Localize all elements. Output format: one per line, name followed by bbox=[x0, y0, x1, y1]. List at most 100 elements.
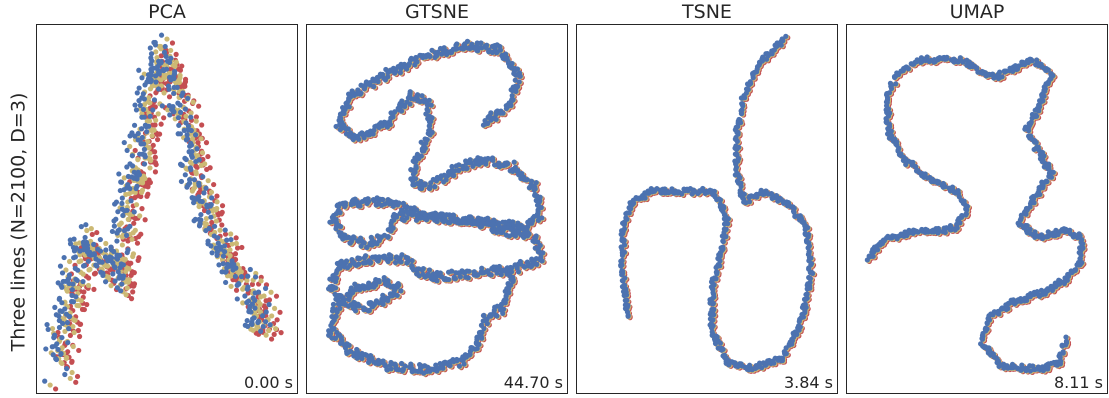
panel-title: PCA bbox=[148, 1, 186, 23]
data-point bbox=[486, 49, 492, 55]
data-point bbox=[454, 216, 460, 222]
data-point bbox=[139, 206, 145, 212]
data-point bbox=[158, 32, 165, 38]
data-point bbox=[520, 226, 526, 232]
data-point bbox=[166, 86, 172, 92]
data-point bbox=[227, 252, 233, 259]
data-point bbox=[152, 154, 158, 160]
data-point bbox=[119, 281, 125, 287]
data-point bbox=[134, 90, 140, 96]
data-point bbox=[374, 202, 380, 208]
data-point bbox=[130, 251, 137, 257]
data-point bbox=[214, 252, 220, 259]
data-point bbox=[115, 269, 121, 275]
data-point bbox=[244, 317, 250, 324]
data-point bbox=[369, 254, 376, 260]
data-point bbox=[136, 172, 143, 178]
data-point bbox=[69, 286, 75, 293]
data-point bbox=[75, 327, 81, 334]
data-point bbox=[188, 167, 194, 173]
data-point bbox=[153, 90, 159, 96]
data-point bbox=[137, 151, 143, 157]
data-point bbox=[165, 107, 171, 113]
data-point bbox=[194, 164, 200, 171]
data-point bbox=[140, 91, 146, 97]
data-point bbox=[73, 276, 79, 282]
data-point bbox=[405, 255, 411, 261]
data-point bbox=[58, 360, 64, 366]
data-point bbox=[505, 58, 511, 64]
data-point bbox=[86, 275, 92, 281]
data-point bbox=[131, 122, 138, 128]
data-point bbox=[489, 43, 496, 49]
data-point bbox=[414, 271, 420, 277]
data-point bbox=[262, 319, 269, 325]
data-point bbox=[223, 268, 229, 275]
data-point bbox=[277, 309, 283, 315]
data-point bbox=[91, 286, 97, 292]
data-point bbox=[57, 308, 63, 314]
data-point bbox=[125, 181, 131, 188]
data-point bbox=[55, 346, 61, 353]
data-point bbox=[80, 278, 86, 285]
data-point bbox=[262, 285, 269, 291]
data-point bbox=[123, 292, 129, 298]
data-point bbox=[347, 240, 353, 246]
data-point bbox=[374, 74, 380, 81]
data-point bbox=[222, 249, 228, 255]
data-point bbox=[471, 269, 477, 275]
data-point bbox=[271, 331, 277, 337]
data-point bbox=[143, 124, 149, 130]
data-point bbox=[242, 293, 248, 299]
data-point bbox=[209, 208, 216, 214]
series-points bbox=[53, 40, 284, 392]
data-point bbox=[147, 113, 153, 119]
data-point bbox=[526, 220, 532, 226]
data-point bbox=[408, 167, 414, 173]
data-point bbox=[107, 254, 113, 260]
data-point bbox=[63, 286, 70, 293]
data-point bbox=[430, 211, 436, 217]
data-point bbox=[64, 320, 71, 326]
data-point bbox=[71, 236, 77, 242]
data-point bbox=[467, 157, 473, 163]
data-point bbox=[114, 238, 120, 244]
data-point bbox=[432, 183, 438, 190]
data-point bbox=[266, 327, 272, 334]
data-point bbox=[103, 240, 109, 247]
data-point bbox=[225, 261, 231, 267]
data-point bbox=[85, 258, 92, 264]
data-point bbox=[409, 257, 415, 264]
data-point bbox=[209, 219, 215, 226]
data-point bbox=[168, 55, 174, 61]
data-point bbox=[221, 243, 228, 249]
data-point bbox=[249, 319, 255, 325]
data-point bbox=[273, 326, 279, 332]
data-point bbox=[483, 121, 489, 127]
data-point bbox=[82, 234, 88, 241]
data-point bbox=[205, 178, 211, 184]
data-point bbox=[278, 330, 284, 336]
data-point bbox=[111, 223, 117, 229]
data-point bbox=[396, 200, 402, 206]
data-point bbox=[489, 155, 496, 161]
data-point bbox=[179, 162, 185, 168]
data-point bbox=[450, 172, 456, 178]
data-point bbox=[263, 332, 269, 338]
data-point bbox=[407, 101, 413, 107]
data-point bbox=[390, 114, 396, 120]
data-point bbox=[185, 95, 191, 101]
data-point bbox=[268, 289, 274, 295]
data-point bbox=[120, 212, 126, 219]
data-point bbox=[147, 156, 153, 162]
data-point bbox=[152, 42, 159, 48]
data-point bbox=[97, 236, 103, 243]
data-point bbox=[535, 202, 541, 208]
data-point bbox=[436, 214, 442, 220]
data-point bbox=[70, 281, 76, 287]
data-point bbox=[506, 233, 513, 239]
data-point bbox=[88, 226, 94, 232]
data-point bbox=[138, 231, 144, 237]
data-point bbox=[124, 285, 130, 291]
panel-gtsne: GTSNE 44.70 s bbox=[306, 0, 568, 398]
